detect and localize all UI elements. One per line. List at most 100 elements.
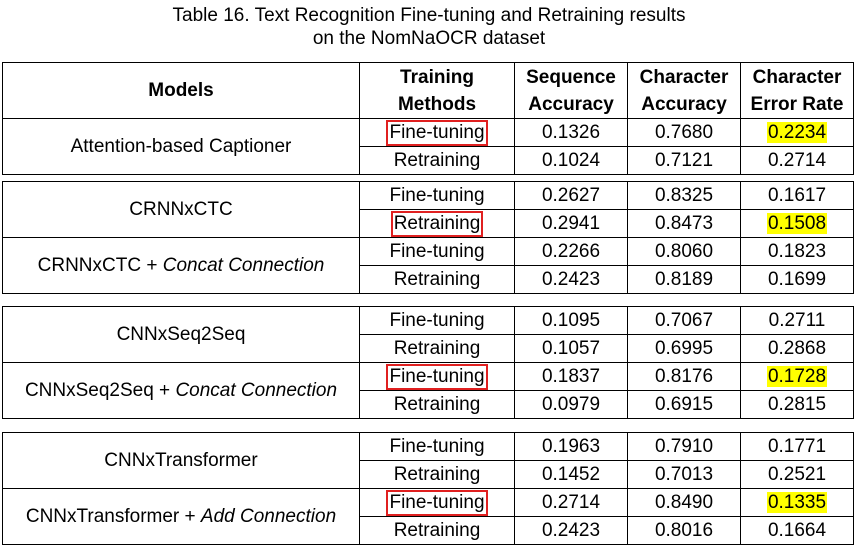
caption-line-1: Table 16. Text Recognition Fine-tuning a… [172, 5, 686, 26]
sequence-accuracy-cell: 0.2714 [514, 488, 628, 517]
model-name: Attention-based Captioner [70, 136, 292, 157]
character-accuracy-cell: 0.7680 [627, 118, 741, 147]
header-sequence-accuracy-line1: Sequence [526, 66, 616, 88]
model-connection-type: Concat Connection [162, 255, 325, 276]
character-error-rate: 0.2521 [767, 464, 827, 485]
training-method: Retraining [393, 269, 481, 290]
header-row: Models Training Methods Sequence Accuracy Cha… [2, 62, 854, 119]
training-method-cell: Retraining [359, 334, 515, 363]
model-name: CNNxTransformer + [25, 506, 201, 527]
sequence-accuracy-cell: 0.2423 [514, 265, 628, 294]
character-accuracy-cell: 0.7910 [627, 432, 741, 461]
model-name-cell: CRNNxCTC [2, 181, 360, 238]
character-accuracy-cell: 0.7067 [627, 306, 741, 335]
training-method-boxed: Retraining [390, 211, 484, 237]
training-method-cell: Retraining [359, 265, 515, 294]
character-error-rate: 0.1617 [767, 185, 827, 206]
sequence-accuracy-cell: 0.1057 [514, 334, 628, 363]
character-error-rate-cell: 0.1617 [740, 181, 854, 210]
table-row: CRNNxCTC Fine-tuning 0.2627 0.8325 0.1617 [2, 181, 854, 238]
results-table-group: CNNxSeq2Seq Fine-tuning 0.1095 0.7067 0.2711… [2, 306, 854, 419]
table-row: Retraining 0.1024 0.7121 0.2714 [3, 146, 854, 175]
sequence-accuracy-cell: 0.0979 [514, 390, 628, 419]
character-error-rate-cell: 0.2714 [740, 146, 854, 175]
character-accuracy-cell: 0.6915 [627, 390, 741, 419]
character-error-rate: 0.1771 [767, 436, 827, 457]
character-error-rate-cell: 0.1508 [740, 209, 854, 238]
training-method-boxed: Fine-tuning [386, 364, 488, 390]
training-method-boxed: Fine-tuning [386, 120, 488, 146]
caption-line-2: on the NomNaOCR dataset [312, 28, 546, 49]
training-method-cell: Fine-tuning [359, 237, 515, 266]
sequence-accuracy-cell: 0.1837 [514, 362, 628, 391]
model-name: CNNxSeq2Seq + [24, 380, 176, 401]
training-method-cell: Retraining [359, 209, 515, 238]
model-name-cell: CNNxSeq2Seq + Concat Connection [2, 362, 360, 419]
character-error-rate-cell: 0.1335 [740, 488, 854, 517]
header-sequence-accuracy-line2: Accuracy [528, 93, 614, 115]
table-row: Retraining 0.2423 0.8016 0.1664 [3, 516, 854, 545]
character-accuracy-cell: 0.7013 [627, 460, 741, 489]
table-row: Retraining 0.2423 0.8189 0.1699 [3, 265, 854, 294]
header-character-accuracy: Character Accuracy [627, 62, 741, 119]
sequence-accuracy-cell: 0.1326 [514, 118, 628, 147]
training-method-cell: Fine-tuning [359, 432, 515, 461]
header-training-methods-line2: Methods [397, 93, 477, 115]
table-row: Retraining 0.1057 0.6995 0.2868 [3, 334, 854, 363]
character-error-rate: 0.1699 [767, 269, 827, 290]
training-method: Retraining [393, 520, 481, 541]
header-character-accuracy-line2: Accuracy [641, 93, 727, 115]
sequence-accuracy-cell: 0.2423 [514, 516, 628, 545]
model-name: CNNxTransformer [104, 450, 258, 471]
character-error-rate: 0.1664 [767, 520, 827, 541]
character-error-rate-cell: 0.2234 [740, 118, 854, 147]
character-accuracy-cell: 0.8176 [627, 362, 741, 391]
sequence-accuracy-cell: 0.1963 [514, 432, 628, 461]
training-method: Retraining [393, 150, 481, 171]
training-method: Fine-tuning [389, 241, 485, 262]
character-error-rate-highlighted: 0.2234 [766, 122, 828, 143]
model-connection-type: Concat Connection [175, 380, 338, 401]
character-accuracy-cell: 0.8189 [627, 265, 741, 294]
header-training-methods: Training Methods [359, 62, 515, 119]
character-accuracy-cell: 0.8016 [627, 516, 741, 545]
table-row: CNNxTransformer Fine-tuning 0.1963 0.7910 0.… [2, 432, 854, 489]
character-accuracy-cell: 0.8060 [627, 237, 741, 266]
sequence-accuracy-cell: 0.2266 [514, 237, 628, 266]
sequence-accuracy-cell: 0.1024 [514, 146, 628, 175]
character-error-rate: 0.2868 [767, 338, 827, 359]
character-error-rate: 0.2714 [767, 150, 827, 171]
training-method-cell: Fine-tuning [359, 118, 515, 147]
character-error-rate-highlighted: 0.1508 [766, 213, 828, 234]
model-name-cell: CNNxSeq2Seq [2, 306, 360, 363]
training-method: Fine-tuning [389, 310, 485, 331]
table-row: CRNNxCTC + Concat Connection Fine-tuning 0… [2, 237, 854, 294]
results-table-group: Models Training Methods Sequence Accuracy Cha… [2, 62, 854, 175]
character-error-rate: 0.2815 [767, 394, 827, 415]
training-method-cell: Fine-tuning [359, 181, 515, 210]
model-name-cell: Attention-based Captioner [2, 118, 360, 175]
table-row: Attention-based Captioner Fine-tuning 0.13… [2, 118, 854, 175]
training-method: Retraining [393, 464, 481, 485]
training-method-cell: Retraining [359, 516, 515, 545]
model-name-cell: CRNNxCTC + Concat Connection [2, 237, 360, 294]
character-error-rate-cell: 0.2815 [740, 390, 854, 419]
character-accuracy-cell: 0.8473 [627, 209, 741, 238]
character-error-rate-cell: 0.2711 [740, 306, 854, 335]
character-error-rate-cell: 0.1771 [740, 432, 854, 461]
training-method-cell: Retraining [359, 460, 515, 489]
model-name: CRNNxCTC + [37, 255, 163, 276]
header-character-accuracy-line1: Character [639, 66, 729, 88]
sequence-accuracy-cell: 0.1452 [514, 460, 628, 489]
header-models: Models [2, 62, 360, 119]
table-caption: Table 16. Text Recognition Fine-tuning a… [0, 4, 858, 50]
results-table-group: CRNNxCTC Fine-tuning 0.2627 0.8325 0.1617 Ret… [2, 181, 854, 294]
character-error-rate-cell: 0.1699 [740, 265, 854, 294]
character-accuracy-cell: 0.6995 [627, 334, 741, 363]
training-method: Fine-tuning [389, 436, 485, 457]
training-method-cell: Fine-tuning [359, 488, 515, 517]
sequence-accuracy-cell: 0.2627 [514, 181, 628, 210]
training-method-boxed: Fine-tuning [386, 490, 488, 516]
character-accuracy-cell: 0.8325 [627, 181, 741, 210]
model-name: CRNNxCTC [129, 199, 233, 220]
